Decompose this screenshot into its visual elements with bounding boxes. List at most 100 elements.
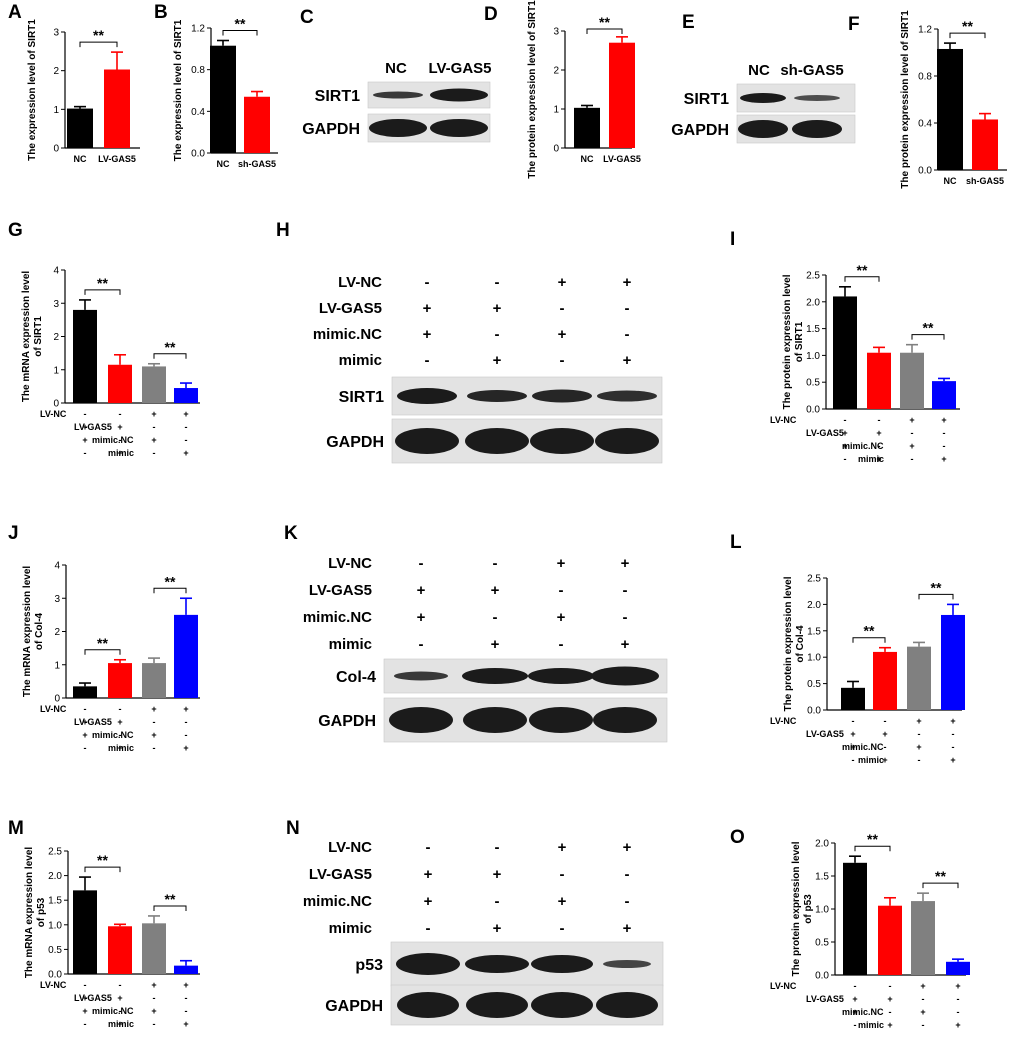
- bar: [878, 905, 902, 975]
- significance-marker: **: [93, 27, 104, 43]
- y-tick-label: 4: [53, 266, 59, 277]
- treatment-sign: +: [941, 454, 946, 464]
- treatment-sign: +: [920, 981, 925, 991]
- treatment-row-label: mimic.NC: [92, 1006, 134, 1016]
- treatment-sign: -: [854, 981, 857, 991]
- bar: [574, 107, 600, 148]
- x-category-label: sh-GAS5: [966, 176, 1004, 186]
- y-tick-label: 2.5: [806, 271, 820, 282]
- panel-label-C: C: [300, 7, 314, 28]
- treatment-sign: +: [117, 1019, 122, 1029]
- blot-band: [738, 120, 788, 138]
- chart-B: 0.0 0.4 0.8 1.2 The expression level of SIRT…: [173, 16, 278, 169]
- bar: [104, 69, 130, 148]
- significance-marker: **: [97, 635, 108, 651]
- chart-F: 0.0 0.4 0.8 1.2 The protein expression level…: [900, 10, 1007, 189]
- treatment-row-label: LV-GAS5: [806, 729, 844, 739]
- blot-band: [597, 390, 657, 402]
- treatment-sign: -: [84, 743, 87, 753]
- bar: [142, 366, 166, 403]
- treatment-sign: -: [560, 866, 565, 883]
- y-tick-label: 0: [53, 144, 59, 155]
- significance-bracket: [854, 845, 891, 852]
- blot-band: [466, 992, 528, 1018]
- y-tick-label: 2.0: [815, 839, 829, 850]
- treatment-sign: -: [854, 1020, 857, 1030]
- treatment-sign: +: [493, 866, 502, 883]
- bar: [972, 119, 998, 170]
- y-tick-label: 0.0: [918, 166, 932, 177]
- treatment-sign: -: [625, 893, 630, 910]
- blot-band: [395, 428, 459, 454]
- y-tick-label: 2: [53, 332, 59, 343]
- y-tick-label: 4: [54, 561, 60, 572]
- bar: [108, 926, 132, 974]
- treatment-sign: +: [491, 582, 500, 599]
- treatment-sign: -: [922, 1020, 925, 1030]
- treatment-sign: -: [119, 704, 122, 714]
- blot-band: [794, 95, 840, 101]
- bar: [73, 686, 97, 698]
- y-tick-label: 2.5: [807, 574, 821, 585]
- blot-K: LV-NC - - + + LV-GAS5 + + - - mimic.NC + - + - mimic - + -…: [303, 555, 668, 743]
- bar: [174, 614, 198, 698]
- blot-band: [591, 666, 659, 686]
- panel-label-L: L: [730, 532, 742, 553]
- chart-A: 0 1 2 3 The expression level of SIRT1 ** NC LV-…: [27, 19, 140, 164]
- significance-bracket: [153, 587, 187, 594]
- blot-lane-label: sh-GAS5: [780, 62, 843, 79]
- blot-band: [389, 707, 453, 733]
- y-tick-label: 0.8: [918, 72, 932, 83]
- bar: [867, 352, 891, 409]
- y-tick-label: 1.0: [815, 905, 829, 916]
- treatment-sign: +: [558, 893, 567, 910]
- treatment-sign: -: [952, 729, 955, 739]
- treatment-sign: +: [183, 743, 188, 753]
- treatment-sign: -: [852, 755, 855, 765]
- chart-G: 0 1 2 3 4 The mRNA expression levelof SIRT1 **…: [21, 266, 200, 458]
- treatment-sign: -: [623, 582, 628, 599]
- treatment-sign: -: [119, 1006, 122, 1016]
- treatment-sign: +: [623, 920, 632, 937]
- y-tick-label: 0.4: [191, 107, 205, 118]
- significance-bracket: [84, 649, 121, 655]
- treatment-row-label: mimic.NC: [313, 326, 382, 343]
- treatment-sign: -: [943, 428, 946, 438]
- treatment-sign: -: [84, 448, 87, 458]
- bar: [142, 663, 166, 698]
- treatment-sign: -: [952, 742, 955, 752]
- treatment-row-label: LV-NC: [328, 839, 372, 856]
- blot-band: [430, 119, 488, 137]
- treatment-sign: +: [909, 441, 914, 451]
- bar: [73, 309, 97, 403]
- treatment-row-label: LV-GAS5: [806, 994, 844, 1004]
- blot-band-label: SIRT1: [339, 389, 384, 406]
- treatment-sign: +: [151, 704, 156, 714]
- bar: [907, 646, 931, 710]
- chart-D: 0 1 2 3 The protein expression level of SIRT…: [527, 0, 641, 179]
- blot-band: [394, 671, 448, 681]
- treatment-sign: +: [493, 300, 502, 317]
- y-tick-label: 1.0: [806, 351, 820, 362]
- treatment-sign: -: [493, 609, 498, 626]
- treatment-row-label: LV-NC: [40, 409, 67, 419]
- bar: [841, 687, 865, 710]
- treatment-sign: -: [878, 441, 881, 451]
- treatment-sign: +: [183, 980, 188, 990]
- treatment-sign: -: [84, 1019, 87, 1029]
- treatment-row-label: mimic: [858, 1020, 884, 1030]
- panel-label-F: F: [848, 14, 860, 35]
- treatment-row-label: mimic: [858, 755, 884, 765]
- panel-label-O: O: [730, 827, 745, 848]
- treatment-sign: -: [943, 441, 946, 451]
- y-axis-label: The expression level of SIRT1: [173, 19, 184, 161]
- blot-lane-label: NC: [748, 62, 770, 79]
- treatment-sign: +: [558, 326, 567, 343]
- y-tick-label: 0.5: [807, 679, 821, 690]
- treatment-sign: -: [889, 981, 892, 991]
- treatment-row-label: mimic.NC: [92, 730, 134, 740]
- treatment-sign: -: [119, 730, 122, 740]
- significance-marker: **: [165, 573, 176, 589]
- y-axis-label-line1: The mRNA expression level: [22, 566, 33, 698]
- treatment-sign: +: [882, 729, 887, 739]
